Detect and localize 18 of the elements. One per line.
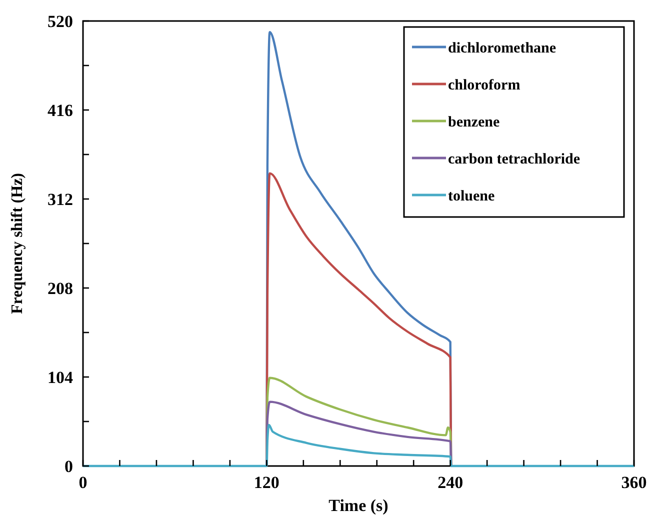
- legend-label: toluene: [448, 188, 496, 204]
- x-tick-label: 240: [438, 473, 464, 492]
- legend-label: dichloromethane: [448, 40, 556, 56]
- y-tick-label: 208: [48, 278, 73, 298]
- x-tick-label: 360: [621, 473, 647, 492]
- y-tick-label: 0: [64, 456, 73, 476]
- y-tick-label: 416: [48, 100, 73, 120]
- x-tick-label: 120: [254, 473, 280, 492]
- x-axis-title: Time (s): [328, 496, 388, 515]
- line-series: [82, 424, 636, 468]
- legend-label: carbon tetrachloride: [448, 151, 580, 168]
- x-tick-label: 0: [78, 473, 88, 492]
- legend-label: chloroform: [448, 77, 521, 94]
- y-axis-title: Frequency shift (Hz): [9, 172, 26, 314]
- y-tick-label: 312: [48, 190, 73, 209]
- y-tick-label: 520: [48, 12, 73, 31]
- y-tick-label: 104: [48, 368, 74, 387]
- legend-label: benzene: [448, 114, 500, 130]
